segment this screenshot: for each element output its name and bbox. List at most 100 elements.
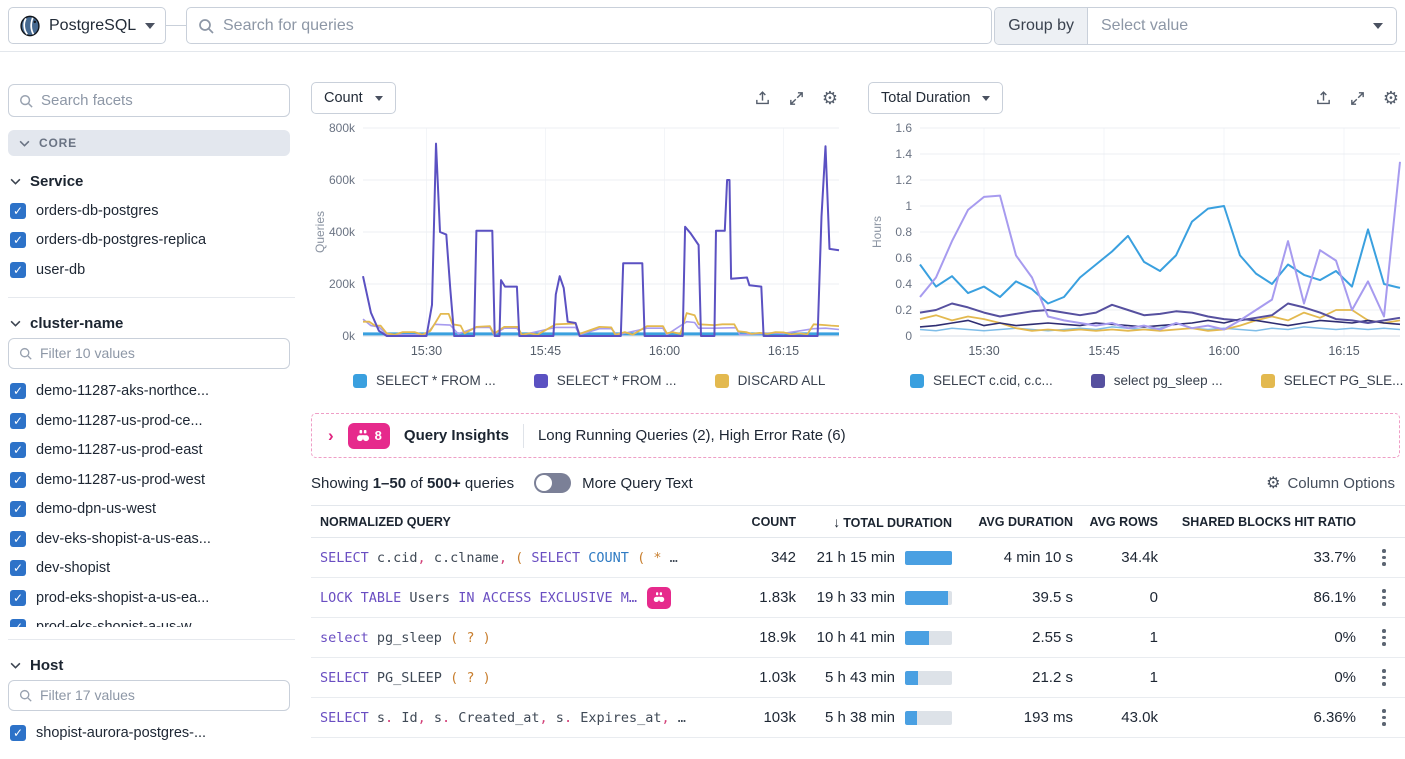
chevron-right-icon[interactable]: › — [328, 425, 334, 445]
facet-search-input[interactable]: Search facets — [8, 84, 290, 117]
row-menu-kebab-icon[interactable] — [1382, 549, 1386, 566]
row-menu-kebab-icon[interactable] — [1382, 629, 1386, 646]
facet-value-label: prod-eks-shopist-a-us-w — [36, 619, 192, 626]
svg-text:15:45: 15:45 — [1088, 344, 1119, 358]
svg-text:1.4: 1.4 — [895, 147, 912, 161]
count-chart[interactable]: 0k 200k 400k 600k 800k 15:30 15:45 16:00 16:15 Qu… — [311, 114, 844, 371]
facet-sidebar: Search facets CORE Service ✓ orders-db-pos… — [0, 53, 305, 759]
expand-icon[interactable] — [1349, 90, 1366, 107]
col-avg-duration[interactable]: AVG DURATION — [978, 514, 1073, 529]
gear-icon[interactable]: ⚙ — [1382, 87, 1399, 108]
sort-desc-icon: ↓ — [833, 513, 841, 530]
insights-title: Query Insights — [403, 427, 509, 444]
expand-icon[interactable] — [788, 90, 805, 107]
checkbox-checked[interactable]: ✓ — [10, 560, 26, 577]
facet-value-row[interactable]: ✓ prod-eks-shopist-a-us-w — [8, 613, 290, 627]
duration-chart[interactable]: 0 0.2 0.4 0.6 0.8 1 1.2 1.4 1.6 15:30 15:45 16:00 16… — [868, 114, 1405, 371]
col-count[interactable]: COUNT — [751, 514, 796, 529]
svg-text:16:15: 16:15 — [1328, 344, 1359, 358]
query-insights-banner[interactable]: › 8 Query Insights Long Running Queries … — [311, 413, 1400, 458]
legend-item[interactable]: SELECT * FROM ... — [353, 373, 496, 388]
checkbox-checked[interactable]: ✓ — [10, 261, 26, 278]
facet-value-row[interactable]: ✓ shopist-aurora-postgres-... — [8, 719, 290, 749]
count-chart-legend: SELECT * FROM ... SELECT * FROM ... DISCAR… — [353, 373, 844, 388]
checkbox-checked[interactable]: ✓ — [10, 202, 26, 219]
facet-value-row[interactable]: ✓ dev-eks-shopist-a-us-eas... — [8, 524, 290, 554]
gear-icon[interactable]: ⚙ — [821, 87, 838, 108]
row-menu-kebab-icon[interactable] — [1382, 669, 1386, 686]
query-search-input[interactable]: Search for queries — [186, 7, 993, 44]
row-menu-kebab-icon[interactable] — [1382, 589, 1386, 606]
table-row[interactable]: LOCK TABLE Users IN ACCESS EXCLUSIVE M… 1… — [311, 578, 1405, 618]
facet-value-row[interactable]: ✓ demo-11287-us-prod-ce... — [8, 406, 290, 436]
query-insight-badge[interactable] — [647, 586, 671, 609]
duration-chart-panel: Total Duration ⚙ 0 0.2 0.4 0.6 0.8 1 1.2 1 — [868, 82, 1405, 388]
checkbox-checked[interactable]: ✓ — [10, 725, 26, 742]
metric-select-count[interactable]: Count — [311, 82, 396, 114]
legend-item[interactable]: SELECT * FROM ... — [533, 373, 677, 388]
normalized-query-cell[interactable]: LOCK TABLE Users IN ACCESS EXCLUSIVE M… — [311, 586, 725, 609]
legend-item[interactable]: SELECT c.cid, c.c... — [910, 373, 1053, 388]
facet-section-cluster-name[interactable]: cluster-name — [10, 315, 290, 332]
facet-value-row[interactable]: ✓ demo-11287-us-prod-west — [8, 465, 290, 495]
checkbox-checked[interactable]: ✓ — [10, 501, 26, 518]
facet-value-row[interactable]: ✓ orders-db-postgres — [8, 196, 290, 226]
gear-icon: ⚙ — [1266, 475, 1281, 492]
checkbox-checked[interactable]: ✓ — [10, 471, 26, 488]
table-body: SELECT c.cid, c.clname, ( SELECT COUNT (… — [311, 538, 1405, 738]
facet-value-row[interactable]: ✓ user-db — [8, 255, 290, 285]
svg-text:16:15: 16:15 — [768, 344, 799, 358]
checkbox-checked[interactable]: ✓ — [10, 442, 26, 459]
svg-text:800k: 800k — [329, 121, 356, 135]
facet-value-row[interactable]: ✓ prod-eks-shopist-a-us-ea... — [8, 583, 290, 613]
checkbox-checked[interactable]: ✓ — [10, 232, 26, 249]
normalized-query-cell[interactable]: SELECT s. Id, s. Created_at, s. Expires_… — [320, 709, 686, 726]
table-row[interactable]: SELECT PG_SLEEP ( ? ) 1.03k 5 h 43 min 21.2… — [311, 658, 1405, 698]
facet-value-row[interactable]: ✓ demo-dpn-us-west — [8, 495, 290, 525]
column-options-button[interactable]: ⚙ Column Options — [1266, 473, 1395, 493]
facet-value-row[interactable]: ✓ demo-11287-aks-northce... — [8, 377, 290, 407]
binoculars-icon — [356, 429, 369, 441]
facet-section-Host[interactable]: Host — [10, 657, 290, 674]
chevron-down-icon — [10, 662, 21, 669]
legend-item[interactable]: DISCARD ALL — [714, 373, 825, 388]
svg-text:0.6: 0.6 — [895, 251, 912, 265]
col-total-duration[interactable]: ↓ TOTAL DURATION — [833, 513, 952, 530]
col-shared-blocks-hit-ratio[interactable]: SHARED BLOCKS HIT RATIO — [1181, 514, 1356, 529]
core-group-header[interactable]: CORE — [8, 130, 290, 156]
checkbox-checked[interactable]: ✓ — [10, 412, 26, 429]
checkbox-checked[interactable]: ✓ — [10, 530, 26, 547]
normalized-query-cell[interactable]: SELECT PG_SLEEP ( ? ) — [320, 669, 491, 686]
export-icon[interactable] — [1315, 90, 1332, 107]
table-row[interactable]: select pg_sleep ( ? ) 18.9k 10 h 41 min 2.5… — [311, 618, 1405, 658]
legend-item[interactable]: select pg_sleep ... — [1090, 373, 1223, 388]
facet-value-row[interactable]: ✓ dev-shopist — [8, 554, 290, 584]
metric-select-duration[interactable]: Total Duration — [868, 82, 1004, 114]
facet-filter-input[interactable]: Filter 17 values — [8, 679, 290, 711]
group-by-select[interactable]: Select value — [1088, 8, 1396, 44]
normalized-query-cell[interactable]: SELECT c.cid, c.clname, ( SELECT COUNT (… — [320, 549, 678, 566]
row-menu-kebab-icon[interactable] — [1382, 709, 1386, 726]
checkbox-checked[interactable]: ✓ — [10, 383, 26, 400]
facet-section-Service[interactable]: Service — [10, 173, 290, 190]
facet-value-label: dev-eks-shopist-a-us-eas... — [36, 530, 211, 547]
col-normalized-query[interactable]: NORMALIZED QUERY — [320, 514, 451, 529]
facet-filter-input[interactable]: Filter 10 values — [8, 337, 290, 369]
facet-value-label: user-db — [36, 261, 86, 278]
table-row[interactable]: SELECT s. Id, s. Created_at, s. Expires_… — [311, 698, 1405, 738]
table-row[interactable]: SELECT c.cid, c.clname, ( SELECT COUNT (… — [311, 538, 1405, 578]
normalized-query-cell[interactable]: select pg_sleep ( ? ) — [320, 629, 491, 646]
chevron-down-icon — [10, 178, 21, 185]
divider — [522, 423, 524, 448]
facet-value-row[interactable]: ✓ demo-11287-us-prod-east — [8, 436, 290, 466]
facet-filter-placeholder: Filter 17 values — [40, 687, 135, 703]
facet-value-row[interactable]: ✓ orders-db-postgres-replica — [8, 226, 290, 256]
export-icon[interactable] — [754, 90, 771, 107]
legend-item[interactable]: SELECT PG_SLE... — [1260, 373, 1403, 388]
more-query-text-toggle[interactable] — [534, 473, 572, 493]
col-avg-rows[interactable]: AVG ROWS — [1089, 514, 1158, 529]
metric-select-duration-label: Total Duration — [881, 90, 971, 106]
checkbox-checked[interactable]: ✓ — [10, 589, 26, 606]
checkbox-checked[interactable]: ✓ — [10, 619, 26, 627]
datasource-select[interactable]: PostgreSQL — [8, 7, 166, 44]
